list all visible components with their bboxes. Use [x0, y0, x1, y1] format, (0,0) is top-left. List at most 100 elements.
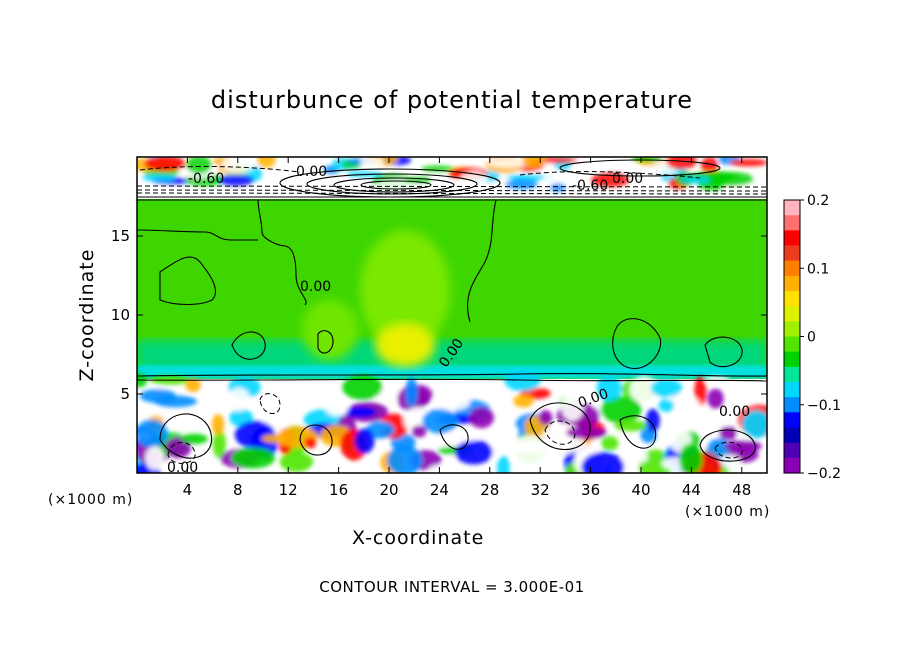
turbulence-blob [312, 464, 328, 473]
turbulence-blob [279, 452, 314, 472]
contour-labels: -0.60 0.00 -0.60 0.00 0.00 0.00 0.00 0.0… [167, 164, 750, 476]
x-tick-label: 20 [379, 481, 398, 499]
colorbar-tick-label: −0.1 [807, 398, 841, 414]
turbulence-blob [629, 375, 658, 404]
turbulence-blob [304, 437, 317, 449]
y-tick-label: 10 [111, 306, 130, 324]
turbulence-blob [581, 452, 625, 473]
x-tick-label: 40 [631, 481, 650, 499]
stratosphere-blob [586, 164, 603, 172]
colorbar-swatch [784, 260, 800, 277]
turbulence-blob [444, 432, 479, 442]
turbulence-blob [343, 406, 377, 418]
stratosphere-blob [360, 157, 385, 168]
stratosphere-blob [218, 174, 254, 186]
x-tick-label: 16 [329, 481, 348, 499]
turbulence-blob [650, 378, 683, 397]
stratosphere-blob [541, 172, 572, 188]
colorbar-swatch [784, 351, 800, 368]
turbulence-blob [694, 376, 707, 406]
turbulence-blob [227, 387, 251, 412]
stratosphere-blob [487, 159, 530, 168]
turbulence-blob [718, 426, 738, 441]
colorbar-swatch [784, 230, 800, 247]
contour-label: 0.00 [300, 279, 331, 295]
stratosphere-blob [144, 157, 186, 172]
turbulence-blob [139, 389, 176, 404]
x-axis-label: X-coordinate [352, 527, 485, 549]
x-tick-label: 48 [732, 481, 751, 499]
turbulence-blob [645, 408, 660, 433]
turbulence-blob [433, 395, 471, 411]
colorbar-tick-label: 0.2 [807, 193, 829, 209]
colorbar-swatch [784, 275, 800, 292]
plume-a [360, 230, 450, 350]
x-tick-label: 44 [682, 481, 701, 499]
turbulence-blob [561, 392, 584, 421]
turbulence-blob [600, 435, 619, 451]
stratosphere-blob [291, 157, 323, 165]
plume-c [302, 300, 358, 360]
turbulence-blob [628, 450, 649, 464]
top-layer-blobs [137, 157, 767, 196]
turbulence-blob [405, 377, 418, 408]
colorbar-swatch [784, 306, 800, 322]
colorbar-swatch [784, 321, 800, 338]
turbulence-blob [742, 410, 767, 439]
turbulence-blob [342, 374, 383, 400]
colorbar-swatch [784, 291, 800, 307]
stratosphere-blob [729, 158, 767, 167]
contour-label: 0.00 [167, 460, 198, 476]
turbulence-blob [325, 397, 349, 417]
y-axis-label: Z-coordinate [76, 248, 98, 382]
stratosphere-blob [142, 174, 175, 182]
stratosphere-blob [708, 172, 754, 187]
colorbar-swatch [784, 382, 800, 398]
turbulence-blob [506, 441, 547, 454]
stratosphere-blob [522, 157, 546, 168]
stratosphere-blob [666, 157, 697, 170]
stratosphere-blob [647, 164, 678, 175]
turbulence-blob [212, 429, 226, 459]
contour-label: 0.00 [612, 171, 643, 187]
colorbar-tick-label: 0 [807, 330, 816, 346]
turbulence-blob [202, 385, 230, 403]
turbulence-blob [707, 388, 724, 409]
turbulence-blob [596, 374, 622, 402]
contour-label: -0.60 [572, 178, 608, 194]
stratosphere-blob [631, 157, 663, 163]
turbulence-blob [261, 434, 288, 443]
colorbar-swatch [784, 245, 800, 262]
turbulence-blob [231, 447, 276, 469]
contour-label: 0.00 [296, 164, 327, 180]
turbulence-blob [145, 446, 165, 471]
colorbar-swatch [784, 215, 800, 231]
boundary-layer-blobs [137, 369, 767, 473]
colorbar-swatch [784, 397, 800, 413]
turbulence-blob [258, 397, 295, 414]
contour-label: 0.00 [719, 404, 750, 420]
y-tick-label: 15 [111, 227, 130, 245]
contour-label: -0.60 [188, 171, 224, 187]
turbulence-blob [234, 420, 276, 449]
x-tick-label: 36 [581, 481, 600, 499]
turbulence-blob [354, 428, 375, 454]
colorbar-tick-label: −0.2 [807, 466, 841, 482]
turbulence-blob [454, 440, 493, 465]
turbulence-blob [411, 425, 427, 438]
x-unit-left: (×1000 m) [48, 492, 134, 508]
turbulence-blob [468, 406, 494, 429]
chart-title: disturbunce of potential temperature [210, 86, 694, 114]
stratosphere-blob [701, 157, 719, 174]
contour-interval-note: CONTOUR INTERVAL = 3.000E-01 [319, 578, 585, 596]
y-axis: 5 10 15 [111, 227, 767, 403]
turbulence-blob [614, 420, 649, 432]
y-tick-label: 5 [120, 385, 130, 403]
x-tick-label: 12 [279, 481, 298, 499]
mid-lower-cyan [137, 365, 767, 379]
turbulence-blob [387, 445, 423, 473]
turbulence-blob [566, 426, 607, 439]
x-axis: 4 8 12 16 20 24 28 32 36 40 44 48 [183, 157, 751, 499]
stratosphere-blob [505, 179, 538, 190]
